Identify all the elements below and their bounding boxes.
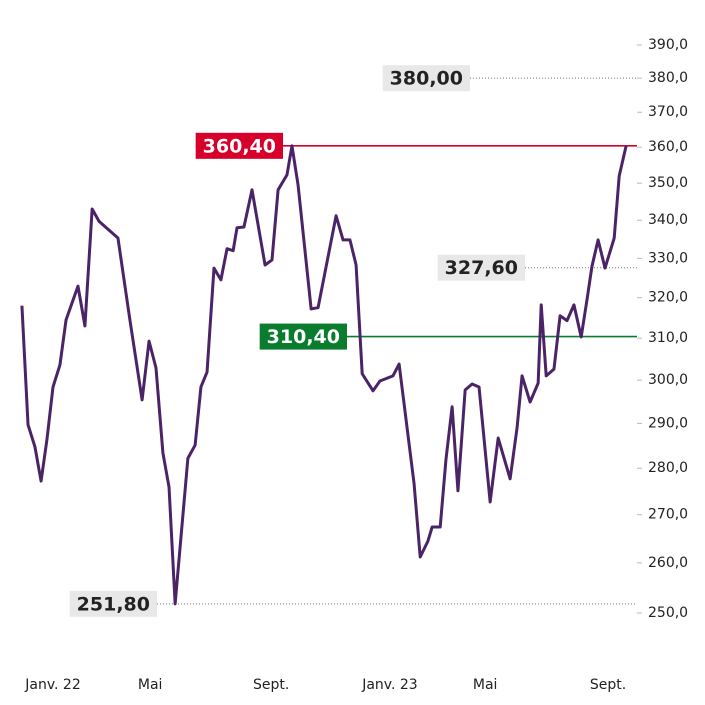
x-tick-label: Mai <box>138 677 163 693</box>
reference-label: 327,60 <box>437 254 525 281</box>
reference-label-text: 310,40 <box>267 326 340 348</box>
y-tick-label: 280,0 <box>648 460 688 476</box>
y-tick-label: 270,0 <box>648 507 688 523</box>
reference-label: 310,40 <box>259 323 347 350</box>
reference-label-text: 360,40 <box>203 135 276 157</box>
reference-label-box <box>195 132 283 159</box>
y-tick-label: 370,0 <box>648 104 688 120</box>
y-tick-label: 330,0 <box>648 250 688 266</box>
y-tick-label: 290,0 <box>648 415 688 431</box>
reference-label-text: 251,80 <box>77 593 150 615</box>
x-tick-label: Mai <box>473 677 498 693</box>
reference-label-box <box>437 254 525 281</box>
reference-label: 360,40 <box>195 132 283 159</box>
reference-label-box <box>259 323 347 350</box>
x-tick-label: Janv. 23 <box>361 677 418 693</box>
reference-label-text: 327,60 <box>445 257 518 279</box>
x-tick-label: Sept. <box>253 677 289 693</box>
y-tick-label: 380,0 <box>648 70 688 86</box>
reference-label-text: 380,00 <box>390 68 463 90</box>
x-tick-label: Janv. 22 <box>24 677 81 693</box>
y-tick-label: 340,0 <box>648 212 688 228</box>
y-tick-label: 310,0 <box>648 330 688 346</box>
reference-label-box <box>69 590 157 617</box>
y-tick-label: 390,0 <box>648 37 688 53</box>
x-tick-label: Sept. <box>590 677 626 693</box>
y-tick-label: 300,0 <box>648 372 688 388</box>
price-line <box>20 144 628 606</box>
reference-label: 380,00 <box>382 65 470 92</box>
reference-label: 251,80 <box>69 590 157 617</box>
reference-label-box <box>382 65 470 92</box>
y-tick-label: 350,0 <box>648 175 688 191</box>
y-tick-label: 250,0 <box>648 605 688 621</box>
y-tick-label: 320,0 <box>648 290 688 306</box>
y-tick-label: 260,0 <box>648 555 688 571</box>
y-tick-label: 360,0 <box>648 139 688 155</box>
